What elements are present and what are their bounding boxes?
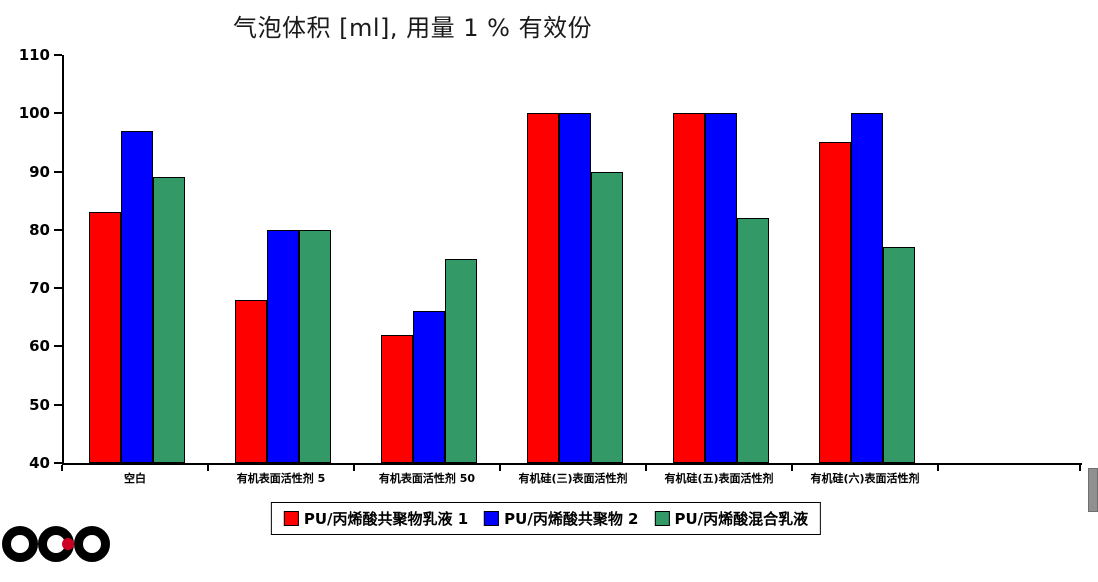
y-axis-tick-label: 110 <box>18 46 50 64</box>
bar-series2-cat4 <box>559 113 591 463</box>
legend-item-series1: PU/丙烯酸共聚物乳液 1 <box>283 508 469 529</box>
x-axis-tick <box>645 465 647 471</box>
bar-series2-cat6 <box>851 113 883 463</box>
bar-series2-cat3 <box>413 311 445 463</box>
x-category-label: 有机表面活性剂 50 <box>378 472 476 485</box>
chart-title: 气泡体积 [ml], 用量 1 % 有效份 <box>233 14 593 42</box>
x-category-label: 有机表面活性剂 5 <box>236 472 326 485</box>
x-axis-tick <box>791 465 793 471</box>
x-category-label: 有机硅(三)表面活性剂 <box>518 472 628 485</box>
y-axis-tick-label: 70 <box>29 279 50 298</box>
y-axis-tick-label: 100 <box>18 104 50 123</box>
bar-series3-cat6 <box>883 247 915 463</box>
y-axis-tick <box>54 345 62 348</box>
bar-series3-cat4 <box>591 172 623 463</box>
x-category-label: 有机硅(六)表面活性剂 <box>810 472 920 485</box>
y-axis-tick <box>54 287 62 290</box>
x-axis-tick <box>499 465 501 471</box>
y-axis-tick-label: 50 <box>29 395 50 414</box>
y-axis-tick-label: 80 <box>29 220 50 239</box>
y-axis-tick-label: 40 <box>29 454 50 472</box>
bar-series3-cat3 <box>445 259 477 463</box>
legend-swatch-series2 <box>484 511 500 526</box>
legend-item-series3: PU/丙烯酸混合乳液 <box>654 508 808 529</box>
x-axis-tick <box>61 465 63 471</box>
y-axis-tick <box>54 403 62 406</box>
logo-dot-icon <box>62 538 74 550</box>
bar-series1-cat5 <box>673 113 705 463</box>
legend-item-series2: PU/丙烯酸共聚物 2 <box>484 508 638 529</box>
y-axis-tick <box>54 462 62 464</box>
chart-page: { "chart_data": { "type": "bar", "title"… <box>2 14 1098 562</box>
y-axis-tick <box>54 170 62 173</box>
bar-series1-cat3 <box>381 335 413 463</box>
legend-label-series3: PU/丙烯酸混合乳液 <box>674 510 809 528</box>
bar-series1-cat1 <box>89 212 121 463</box>
legend-swatch-series1 <box>283 511 299 526</box>
logo-ring-icon <box>2 526 38 562</box>
bar-series3-cat2 <box>299 230 331 463</box>
y-axis-tick <box>54 54 62 56</box>
bar-series1-cat2 <box>235 300 267 463</box>
x-category-label: 有机硅(五)表面活性剂 <box>664 472 774 485</box>
legend-label-series1: PU/丙烯酸共聚物乳液 1 <box>303 510 469 528</box>
scrollbar-thumb[interactable] <box>1088 468 1098 512</box>
x-axis-tick <box>937 465 939 471</box>
bar-series2-cat1 <box>121 131 153 463</box>
bar-series3-cat5 <box>737 218 769 463</box>
bar-series2-cat5 <box>705 113 737 463</box>
x-category-label: 空白 <box>124 472 146 485</box>
legend-swatch-series3 <box>654 511 670 526</box>
bar-series3-cat1 <box>153 177 185 463</box>
x-axis-tick <box>353 465 355 471</box>
bar-series1-cat4 <box>527 113 559 463</box>
bar-series2-cat2 <box>267 230 299 463</box>
logo-ring-icon <box>74 526 110 562</box>
plot-area <box>62 55 1082 465</box>
y-axis-tick <box>54 112 62 115</box>
legend: PU/丙烯酸共聚物乳液 1 PU/丙烯酸共聚物 2 PU/丙烯酸混合乳液 <box>270 502 822 535</box>
y-axis-tick-label: 90 <box>29 162 50 181</box>
y-axis-tick-label: 60 <box>29 337 50 356</box>
legend-label-series2: PU/丙烯酸共聚物 2 <box>504 510 639 528</box>
x-axis-tick <box>207 465 209 471</box>
bar-series1-cat6 <box>819 142 851 463</box>
brand-logo <box>0 522 120 582</box>
x-axis-tick <box>1079 465 1081 471</box>
y-axis-tick <box>54 228 62 231</box>
